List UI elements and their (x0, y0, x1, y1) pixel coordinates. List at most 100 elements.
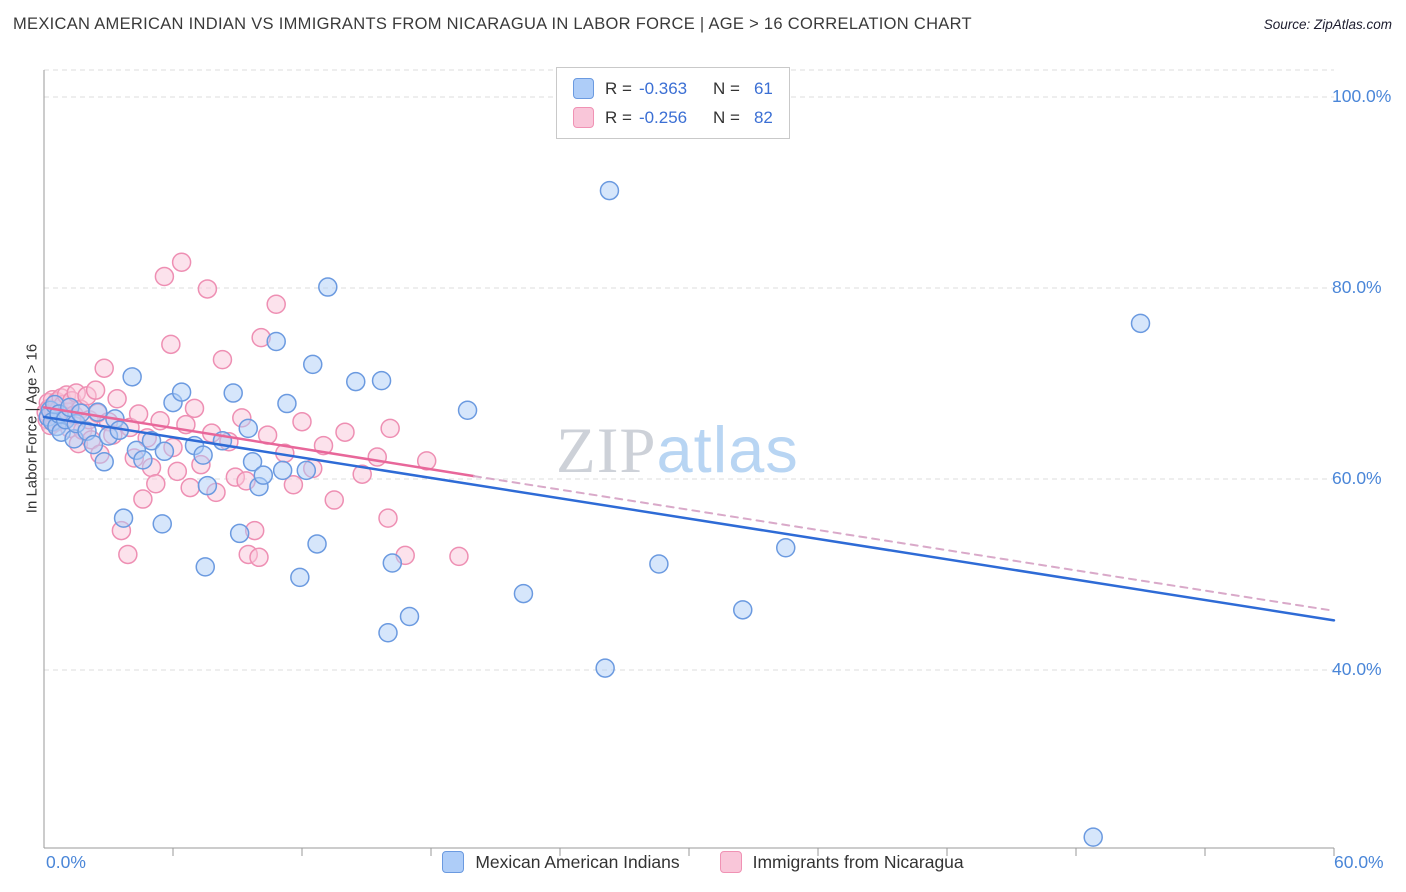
data-point (283, 474, 304, 495)
data-point (249, 547, 269, 568)
data-point (238, 418, 258, 439)
data-point (154, 266, 175, 287)
data-point (313, 435, 334, 456)
y-axis-tick-label-80: 80.0% (1332, 277, 1382, 297)
data-point (83, 434, 104, 455)
data-point (154, 441, 175, 462)
data-point (303, 354, 323, 375)
y-axis-title: In Labor Force | Age > 16 (23, 343, 41, 514)
data-point (595, 658, 615, 678)
data-point (292, 411, 312, 432)
data-point (649, 554, 669, 574)
r-label: R = (605, 107, 632, 127)
x-axis-min-label: 0.0% (46, 852, 86, 872)
data-point (382, 553, 403, 573)
data-point (378, 623, 398, 643)
data-point (223, 383, 243, 403)
data-point (242, 452, 263, 472)
data-point (113, 508, 134, 528)
legend-row-pink: R = -0.256 N = 82 (573, 107, 773, 128)
data-point (171, 382, 192, 402)
r-value-blue: -0.363 (638, 78, 688, 98)
data-point (266, 331, 286, 352)
data-point (253, 465, 274, 485)
data-point (193, 445, 213, 465)
legend-label-pink: Immigrants from Nicaragua (752, 851, 964, 872)
data-point (141, 431, 162, 451)
chart-title: MEXICAN AMERICAN INDIAN VS IMMIGRANTS FR… (13, 15, 972, 33)
data-point (85, 380, 106, 400)
r-value-pink: -0.256 (638, 107, 688, 127)
n-value-blue: 61 (753, 78, 773, 98)
data-point (107, 389, 127, 409)
pink-legend-swatch (719, 851, 742, 873)
data-point (324, 490, 344, 510)
data-point (1130, 313, 1151, 334)
legend-item-mexican-american-indians: Mexican American Indians (442, 851, 680, 873)
blue-series-swatch (573, 78, 594, 99)
n-label: N = (712, 78, 740, 98)
data-point (776, 538, 796, 558)
data-point (94, 452, 114, 472)
pink-series-swatch (573, 107, 594, 128)
data-point (167, 461, 188, 482)
bottom-legend: Mexican American Indians Immigrants from… (0, 851, 1406, 873)
legend-row-blue: R = -0.363 N = 61 (573, 78, 773, 99)
trend-line-dashed (473, 475, 1335, 612)
data-point (197, 279, 218, 299)
data-point (197, 475, 218, 496)
data-point (449, 546, 469, 567)
data-point (133, 450, 153, 470)
data-point (133, 489, 153, 509)
data-point (212, 349, 233, 370)
data-point (371, 370, 392, 391)
watermark-zip: ZIP (556, 415, 657, 487)
data-point (399, 606, 420, 627)
legend-label-blue: Mexican American Indians (475, 851, 680, 872)
watermark: ZIPatlas (556, 412, 799, 489)
data-point (513, 583, 534, 604)
data-point (180, 477, 200, 498)
blue-legend-swatch (442, 851, 465, 873)
trend-line-solid (42, 415, 1336, 622)
legend-item-immigrants-from-nicaragua: Immigrants from Nicaragua (719, 851, 964, 873)
data-point (171, 252, 192, 272)
data-point (277, 393, 297, 414)
data-point (118, 544, 138, 565)
data-point (346, 371, 366, 392)
n-label: N = (712, 107, 740, 127)
data-point (599, 180, 620, 201)
data-point (122, 367, 142, 387)
source-attribution: Source: ZipAtlas.com (1263, 17, 1392, 32)
y-axis-tick-label-40: 40.0% (1332, 659, 1382, 679)
data-point (352, 464, 372, 484)
y-axis-tick-label-100: 100.0% (1332, 86, 1392, 106)
data-point (229, 523, 250, 544)
y-axis-tick-label-60: 60.0% (1332, 468, 1382, 488)
correlation-legend: R = -0.363 N = 61 R = -0.256 N = 82 (556, 67, 790, 139)
data-point (307, 534, 327, 554)
data-point (733, 600, 753, 620)
x-axis-max-label: 60.0% (1334, 852, 1384, 872)
data-point (296, 460, 317, 481)
data-point (195, 557, 215, 577)
r-label: R = (605, 78, 632, 98)
data-point (161, 334, 181, 355)
data-point (266, 294, 286, 314)
data-point (378, 508, 398, 528)
data-point (88, 402, 108, 422)
data-point (318, 277, 338, 297)
data-point (416, 451, 437, 471)
data-point (335, 422, 355, 442)
data-point (1083, 827, 1103, 847)
data-point (152, 514, 172, 534)
data-point (146, 474, 166, 494)
data-point (94, 358, 114, 378)
watermark-atlas: atlas (656, 413, 799, 486)
data-point (380, 418, 400, 439)
data-point (290, 567, 310, 588)
trend-line-solid (42, 406, 476, 478)
data-point (272, 460, 293, 481)
